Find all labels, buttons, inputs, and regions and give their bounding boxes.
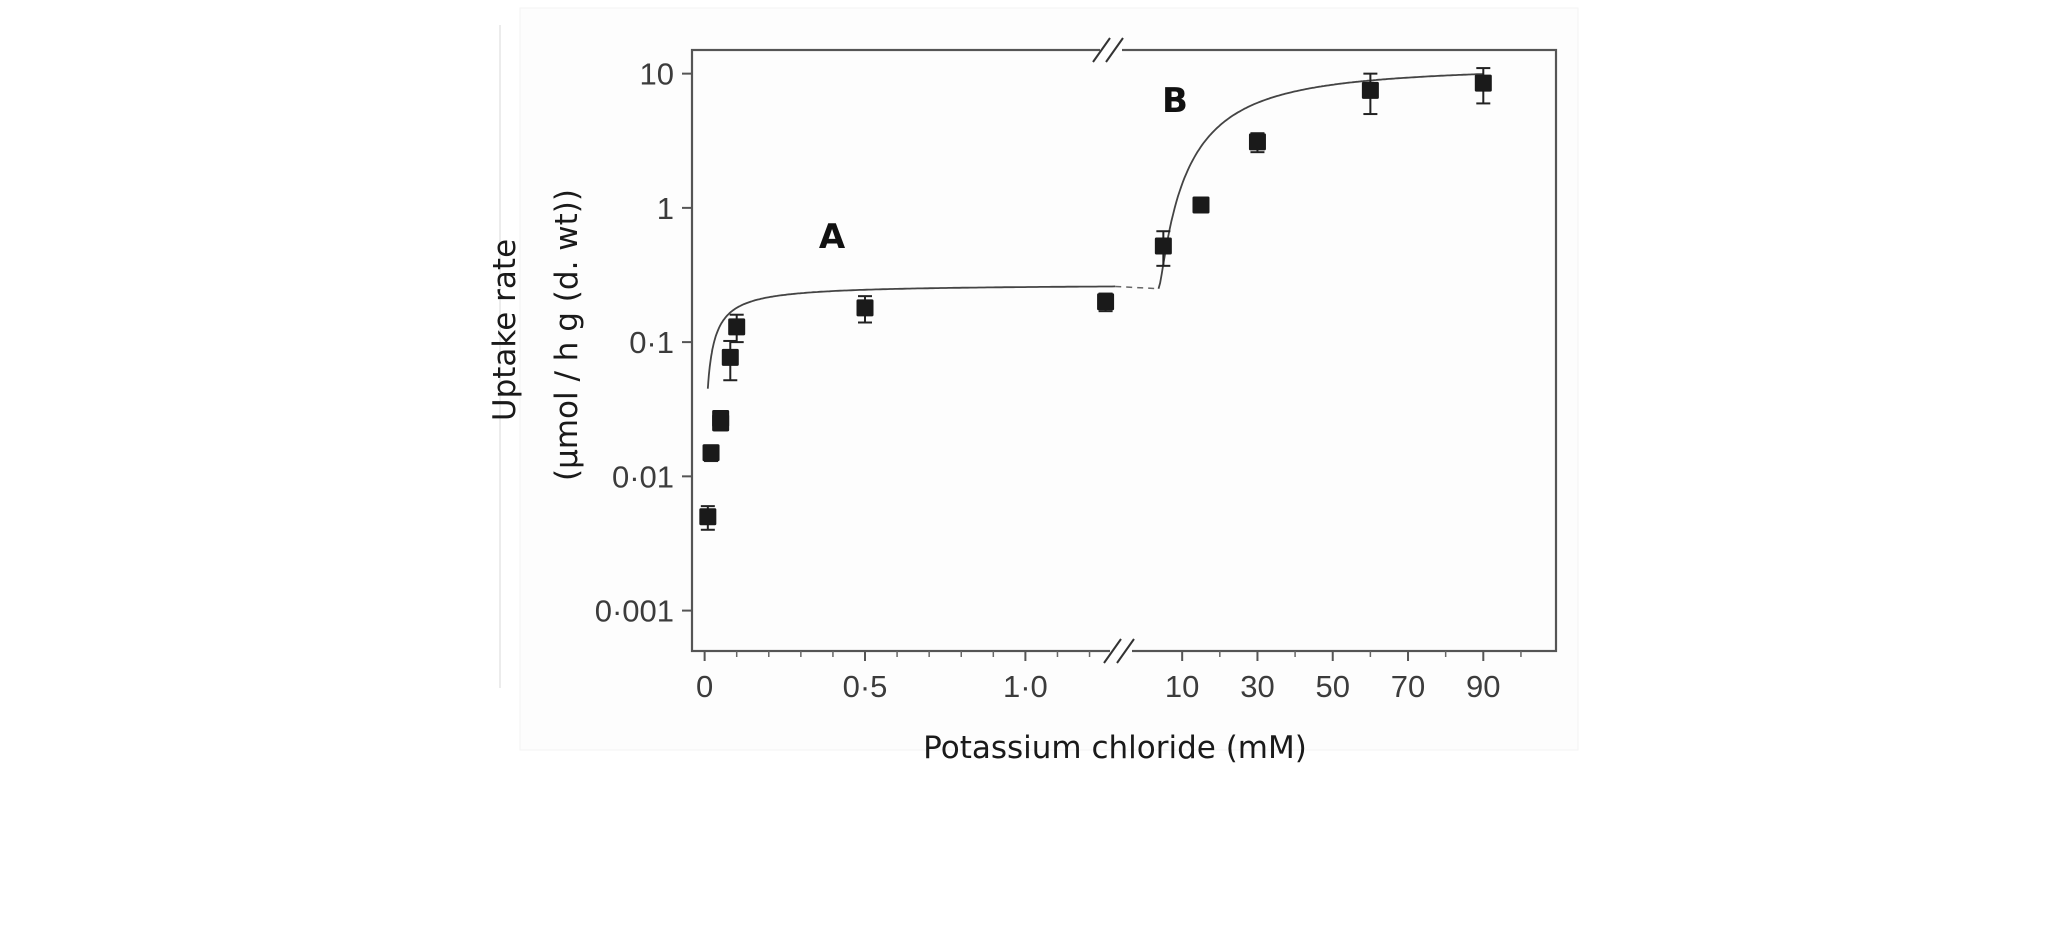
x-tick-label: 50 <box>1315 669 1349 704</box>
data-point-b <box>1248 132 1266 154</box>
x-axis-title: Potassium chloride (mM) <box>923 730 1307 766</box>
data-marker <box>1097 293 1115 311</box>
fit-curves <box>706 73 1484 389</box>
data-point-a <box>721 339 739 382</box>
y-tick-label: 0·001 <box>595 594 674 629</box>
x-tick-label: 1·0 <box>1003 669 1048 704</box>
data-point-a <box>712 414 730 432</box>
data-point-b <box>1474 67 1492 105</box>
y-axis-title-line2: (μmol / h g (d. wt)) <box>549 189 585 481</box>
data-point-b <box>1192 196 1210 214</box>
data-marker <box>1248 133 1266 151</box>
data-marker <box>1474 74 1492 92</box>
x-tick-label: 0 <box>696 669 713 704</box>
axis-break-top <box>1092 37 1124 63</box>
fit-bridge <box>1115 285 1159 290</box>
fit-curve-b <box>1157 73 1484 289</box>
data-point-a <box>702 444 720 463</box>
data-points <box>699 67 1492 531</box>
x-tick-label: 90 <box>1466 669 1500 704</box>
y-axis-ticks: 0·001 0·01 0·1 1 10 <box>595 57 692 629</box>
x-axis-minor-ticks <box>735 651 1522 657</box>
x-tick-label: 0·5 <box>843 669 888 704</box>
data-marker <box>728 318 746 336</box>
data-marker <box>856 299 874 317</box>
data-point-a <box>1097 292 1115 313</box>
data-marker <box>702 444 720 462</box>
x-tick-label: 70 <box>1391 669 1425 704</box>
y-axis-title-line1: Uptake rate <box>487 239 523 421</box>
data-marker <box>721 348 739 366</box>
fit-curve-a <box>706 285 1116 389</box>
region-label-b: B <box>1162 81 1188 121</box>
data-point-b <box>1154 230 1172 267</box>
x-axis-ticks: 0 0·5 1·0 10 30 50 70 90 <box>696 651 1501 704</box>
y-tick-label: 0·1 <box>629 325 674 360</box>
y-tick-label: 0·01 <box>612 459 674 494</box>
data-point-a <box>699 505 717 531</box>
data-point-a <box>728 313 746 344</box>
y-tick-label: 10 <box>640 57 674 92</box>
x-tick-label: 10 <box>1165 669 1199 704</box>
x-tick-label: 30 <box>1240 669 1274 704</box>
axis-break-bottom <box>1103 638 1135 664</box>
data-marker <box>1361 81 1379 99</box>
figure-background <box>519 7 1579 751</box>
data-marker <box>699 508 717 526</box>
region-label-a: A <box>819 217 846 257</box>
data-point-a <box>856 295 874 324</box>
data-marker <box>1154 237 1172 255</box>
y-tick-label: 1 <box>657 191 674 226</box>
data-marker <box>1192 196 1210 214</box>
data-marker <box>712 414 730 432</box>
data-point-b <box>1361 72 1379 116</box>
